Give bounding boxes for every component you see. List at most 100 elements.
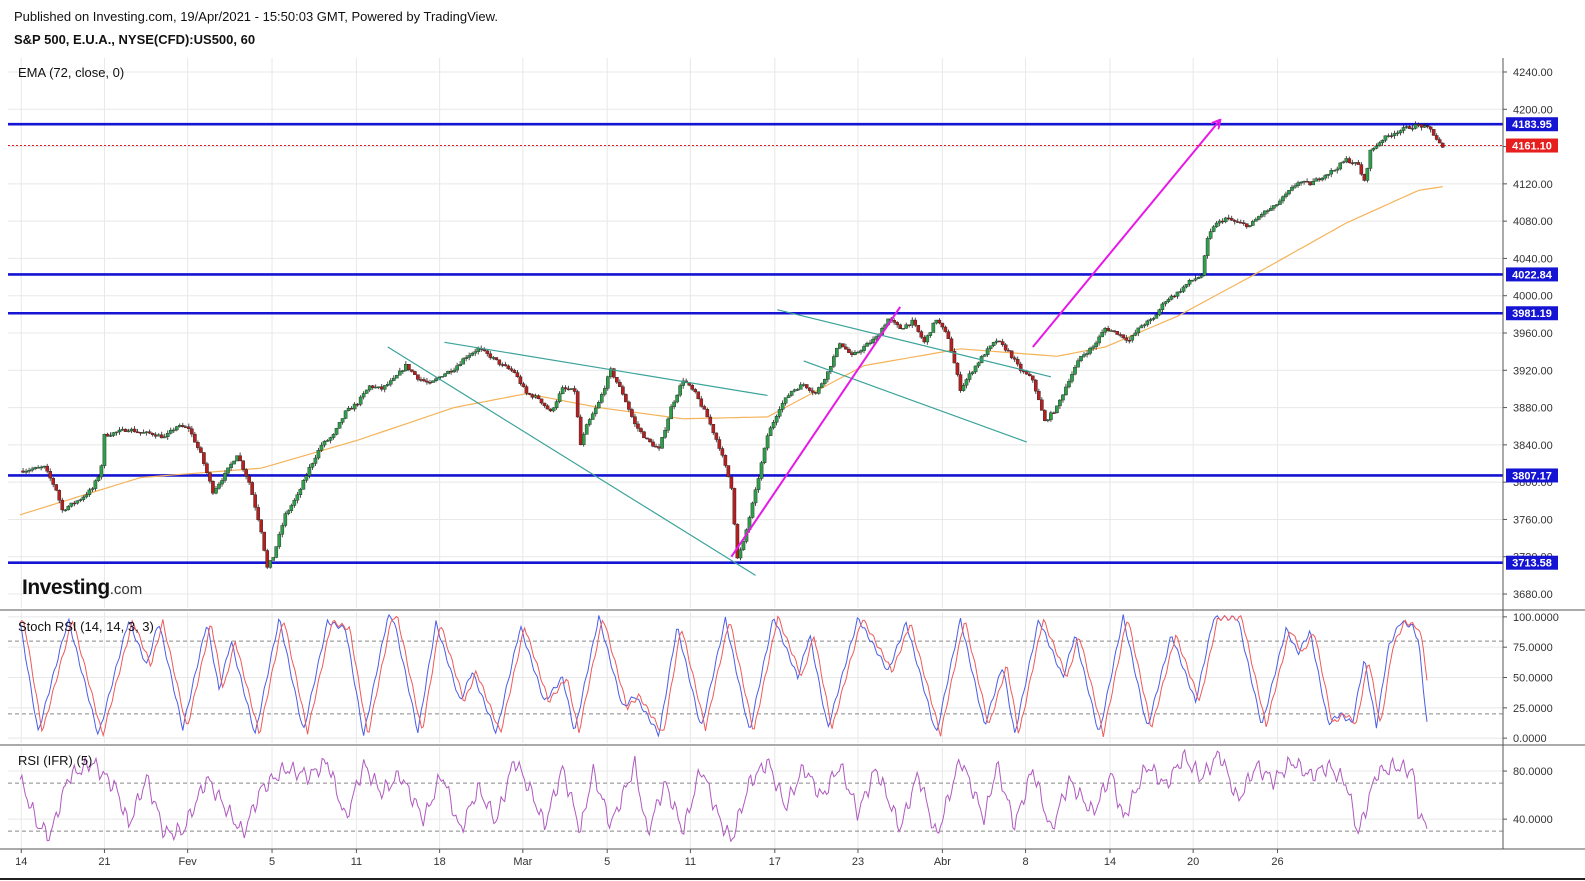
candle-body [307,467,312,476]
candle-body [844,346,848,350]
rsi-tick-label: 40.0000 [1513,814,1553,826]
candle-body [615,377,619,383]
candle-body [214,488,218,494]
candle-body [187,426,191,429]
candle-body [997,340,1002,343]
candle-body [211,480,215,494]
candle-body [765,435,770,449]
oscillators [8,613,1503,843]
ema-indicator-label: EMA (72, close, 0) [18,65,125,80]
candle-body [768,427,773,436]
candle-body [334,428,339,435]
candle-body [1163,301,1168,305]
candle-body [973,365,978,373]
candle-body [771,422,776,429]
candle-body [1344,158,1349,163]
candle-body [690,384,695,390]
candle-body [75,500,80,504]
candle-body [988,345,993,349]
candle-body [581,434,586,445]
candle-body [319,444,324,451]
candle-body [1287,190,1291,195]
candle-body [539,398,544,404]
candle-body [1121,334,1126,339]
candle-body [1148,319,1153,322]
candle-body [826,371,830,380]
candle-body [165,432,170,437]
candle-body [922,337,927,343]
candle-body [530,394,535,398]
level-badge [1506,306,1558,321]
candle-body [871,338,875,344]
candle-body [1428,126,1433,130]
candle-body [1037,390,1041,401]
candle-body [286,510,291,514]
candle-body [482,349,487,352]
candle-body [190,428,194,435]
candle-body [1024,371,1029,375]
candle-body [551,407,556,412]
candle-body [545,405,550,410]
candle-body [904,324,909,329]
candle-body [913,319,918,326]
candle-body [1401,127,1406,131]
candle-body [759,462,764,479]
candle-body [705,409,710,418]
candle-body [1115,331,1119,335]
ema-72-line [19,186,1443,516]
candle-body [943,326,948,332]
candle-body [1178,291,1183,293]
candle-body [1350,162,1355,164]
candle-body [1070,374,1074,382]
time-tick-label: Fev [178,856,197,868]
candle-body [681,380,685,386]
candle-body [1030,375,1035,381]
candle-body [1404,126,1409,128]
candle-body [847,349,851,353]
candle-body [1229,218,1234,221]
grid [8,58,1503,848]
candle-body [807,387,812,391]
candle-body [1419,124,1424,128]
candle-body [1079,356,1083,361]
candle-body [1278,200,1282,205]
rsi-series-rsi [19,748,1428,843]
candle-body [533,395,538,398]
candle-body [666,418,670,431]
candle-body [217,483,221,489]
candle-body [36,467,40,469]
candle-body [648,438,652,443]
candle-body [726,465,731,478]
candle-body [310,463,315,468]
candle-body [262,531,266,551]
candle-body [503,364,508,367]
candle-body [1103,328,1107,333]
candle-body [1314,178,1318,182]
level-badge [1506,555,1558,570]
candle-body [1389,135,1394,137]
candle-body [464,357,468,360]
candle-body [602,388,607,395]
candle-body [1341,161,1346,164]
candle-body [512,370,517,373]
candle-body [1193,278,1198,281]
candle-body [123,428,128,432]
level-badge [1506,468,1558,483]
candle-body [60,499,65,511]
candle-body [1398,130,1403,134]
candle-body [1166,299,1171,302]
symbol-title: S&P 500, E.U.A., NYSE(CFD):US500, 60 [14,32,256,47]
candle-body [1293,185,1297,188]
pane-frames [0,58,1585,880]
candle-body [823,379,827,384]
candle-body [729,476,734,489]
candle-body [455,365,459,371]
candle-body [985,348,990,355]
candle-body [853,352,857,355]
candle-body [1133,332,1138,336]
level-badge-label: 3713.58 [1512,558,1552,570]
candle-body [117,429,122,433]
candle-body [810,390,815,393]
time-tick-label: 21 [98,856,110,868]
